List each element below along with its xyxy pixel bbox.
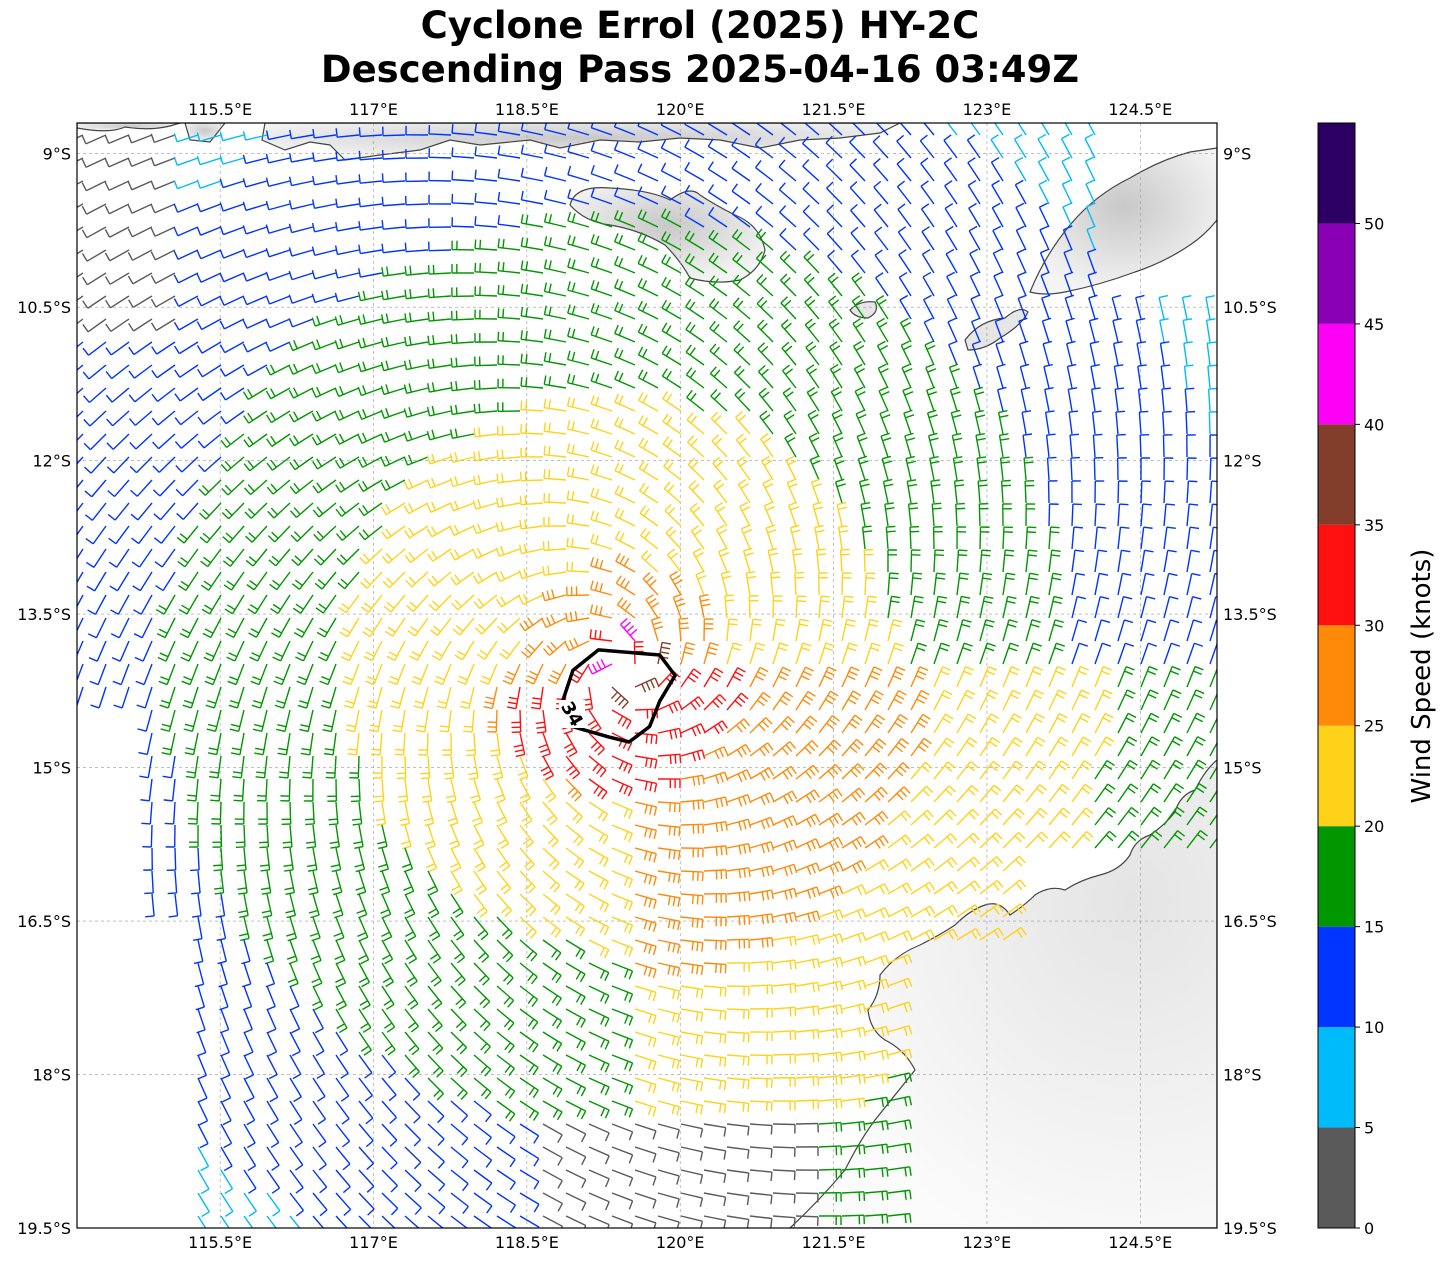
colorbar-bin-3 bbox=[1318, 826, 1355, 926]
lat-tick-left-2: 12°S bbox=[32, 452, 71, 471]
colorbar-tick-label-8: 40 bbox=[1364, 415, 1384, 434]
lon-tick-bottom-4: 121.5°E bbox=[802, 1233, 866, 1252]
colorbar-bin-4 bbox=[1318, 726, 1355, 826]
colorbar-tick-label-10: 50 bbox=[1364, 214, 1384, 233]
lat-tick-right-4: 15°S bbox=[1223, 759, 1262, 778]
lon-tick-bottom-5: 123°E bbox=[963, 1233, 1012, 1252]
lat-tick-left-4: 15°S bbox=[32, 759, 71, 778]
lat-tick-left-5: 16.5°S bbox=[17, 912, 71, 931]
colorbar-bin-10 bbox=[1318, 123, 1355, 223]
lon-tick-bottom-2: 118.5°E bbox=[495, 1233, 559, 1252]
colorbar-bin-2 bbox=[1318, 927, 1355, 1027]
colorbar-tick-label-0: 0 bbox=[1364, 1219, 1374, 1238]
lon-tick-top-6: 124.5°E bbox=[1108, 100, 1172, 119]
colorbar-bin-5 bbox=[1318, 625, 1355, 725]
colorbar-bin-0 bbox=[1318, 1128, 1355, 1228]
colorbar-tick-label-4: 20 bbox=[1364, 817, 1384, 836]
lon-tick-top-5: 123°E bbox=[963, 100, 1012, 119]
lon-tick-bottom-1: 117°E bbox=[349, 1233, 398, 1252]
lat-tick-right-1: 10.5°S bbox=[1223, 298, 1277, 317]
colorbar-tick-label-6: 30 bbox=[1364, 616, 1384, 635]
lon-tick-top-4: 121.5°E bbox=[802, 100, 866, 119]
lon-tick-bottom-3: 120°E bbox=[656, 1233, 705, 1252]
colorbar-bin-6 bbox=[1318, 525, 1355, 625]
colorbar-title: Wind Speed (knots) bbox=[1407, 549, 1437, 804]
colorbar-tick-label-3: 15 bbox=[1364, 918, 1384, 937]
colorbar: 0 5 10 15 20 25 30 35 40 45 50 bbox=[1318, 123, 1384, 1238]
lon-tick-top-0: 115.5°E bbox=[188, 100, 252, 119]
colorbar-tick-label-9: 45 bbox=[1364, 315, 1384, 334]
lat-tick-right-0: 9°S bbox=[1223, 145, 1251, 164]
contour-34kt-label-box: 34 bbox=[556, 698, 587, 730]
lat-tick-right-7: 19.5°S bbox=[1223, 1219, 1277, 1238]
lat-tick-right-2: 12°S bbox=[1223, 452, 1262, 471]
lat-tick-left-0: 9°S bbox=[43, 145, 71, 164]
colorbar-tick-label-2: 10 bbox=[1364, 1018, 1384, 1037]
colorbar-bin-1 bbox=[1318, 1027, 1355, 1127]
lat-tick-left-6: 18°S bbox=[32, 1066, 71, 1085]
map-area: 34 bbox=[59, 111, 1230, 1239]
lat-tick-left-7: 19.5°S bbox=[17, 1219, 71, 1238]
lon-tick-bottom-0: 115.5°E bbox=[188, 1233, 252, 1252]
colorbar-tick-label-5: 25 bbox=[1364, 717, 1384, 736]
colorbar-bin-9 bbox=[1318, 223, 1355, 323]
lon-tick-bottom-6: 124.5°E bbox=[1108, 1233, 1172, 1252]
colorbar-bin-7 bbox=[1318, 424, 1355, 524]
colorbar-bin-8 bbox=[1318, 324, 1355, 424]
lon-tick-top-3: 120°E bbox=[656, 100, 705, 119]
lat-tick-left-3: 13.5°S bbox=[17, 605, 71, 624]
colorbar-tick-label-1: 5 bbox=[1364, 1119, 1374, 1138]
lat-tick-right-3: 13.5°S bbox=[1223, 605, 1277, 624]
lat-tick-right-6: 18°S bbox=[1223, 1066, 1262, 1085]
colorbar-tick-label-7: 35 bbox=[1364, 516, 1384, 535]
lat-tick-left-1: 10.5°S bbox=[17, 298, 71, 317]
lat-tick-right-5: 16.5°S bbox=[1223, 912, 1277, 931]
lon-tick-top-2: 118.5°E bbox=[495, 100, 559, 119]
lon-tick-top-1: 117°E bbox=[349, 100, 398, 119]
